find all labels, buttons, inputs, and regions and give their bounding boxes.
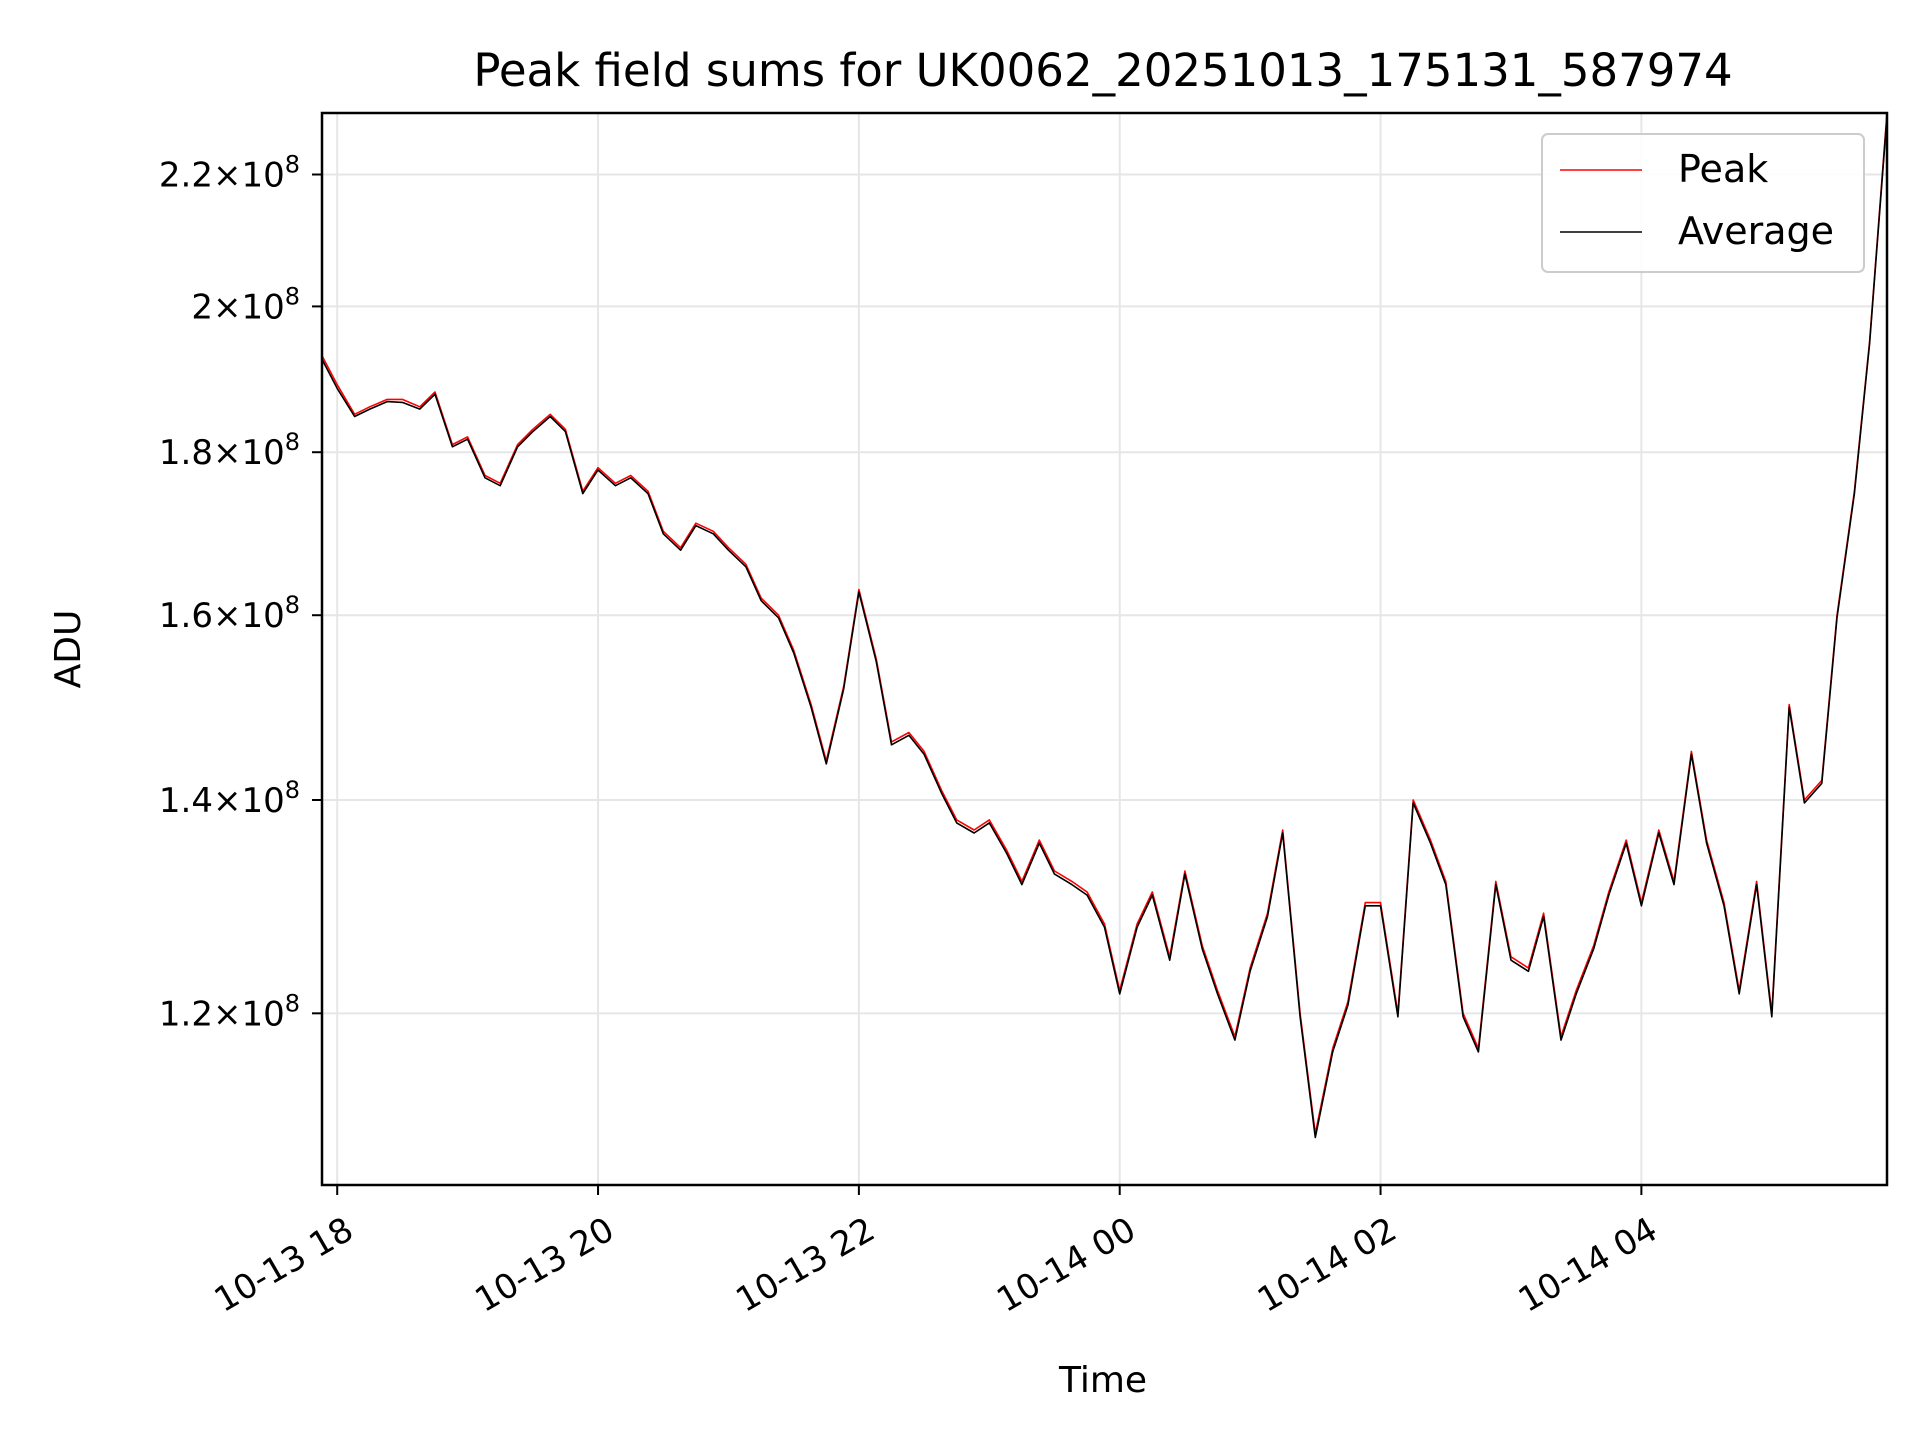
chart-title: Peak field sums for UK0062_20251013_1751… <box>473 44 1732 97</box>
legend-label-peak: Peak <box>1678 147 1768 191</box>
grid <box>322 113 1887 1185</box>
series-line-average <box>322 115 1887 1139</box>
series-layer <box>322 113 1887 1139</box>
y-tick-label: 2×108 <box>191 282 300 327</box>
y-tick-label: 1.8×108 <box>159 428 300 473</box>
y-tick-label: 1.2×108 <box>159 989 300 1034</box>
y-tick-label: 1.6×108 <box>159 591 300 636</box>
legend: Peak Average <box>1541 133 1865 273</box>
y-axis-ticks: 1.2×108 1.4×108 1.6×108 1.8×108 2×108 2.2×108 <box>159 151 322 1034</box>
y-axis-label: ADU <box>48 610 89 689</box>
legend-box <box>1541 133 1865 273</box>
series-average <box>322 115 1887 1139</box>
x-axis-label: Time <box>1058 1360 1147 1401</box>
legend-label-average: Average <box>1678 209 1834 253</box>
y-tick-label: 1.4×108 <box>159 776 300 821</box>
axes-frame <box>320 111 1889 1187</box>
y-tick-label: 2.2×108 <box>159 151 300 196</box>
plot-area <box>320 111 1889 1187</box>
